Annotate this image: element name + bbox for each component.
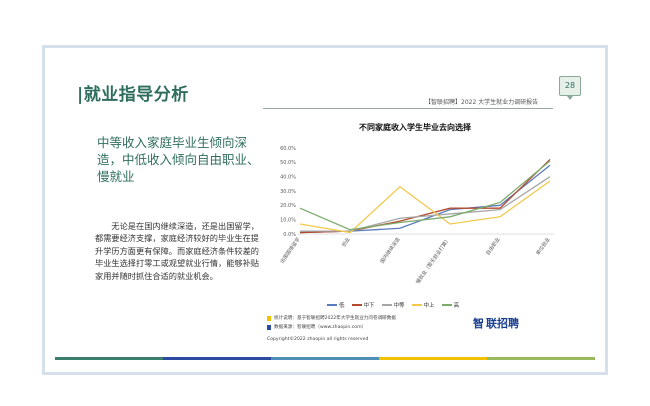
legend-label: 高 (453, 303, 460, 309)
legend-label: 中等 (393, 303, 405, 309)
header-divider (263, 108, 553, 109)
stripe-segment (55, 357, 163, 360)
line-chart: 60.0% 50.0% 40.0% 30.0% 20.0% 10.0% 0.0%出国国境留学… (279, 146, 554, 285)
legend-swatch (411, 304, 422, 306)
stripe-segment (379, 357, 487, 360)
headline: 中等收入家庭毕业生倾向深造，中低收入倾向自由职业、慢就业 (97, 135, 260, 184)
series-line-中上 (299, 180, 551, 234)
series-line-低 (299, 164, 551, 234)
note-text: 统计说明：基于智联招聘2022年大学生就业力问卷调研数据 (274, 316, 396, 321)
series-line-中下 (299, 159, 551, 234)
y-tick-label: 10.0% (280, 217, 296, 223)
x-tick-label: 创业 (340, 236, 351, 248)
legend-swatch (351, 304, 362, 306)
slide: |就业指导分析 【智联招聘】2022 大学生就业力调研报告 28 中等收入家庭毕… (45, 48, 605, 372)
chart-title: 不同家庭收入学生毕业去向选择 (359, 123, 471, 132)
legend-item: 低 (327, 301, 345, 309)
legend-swatch (381, 304, 392, 306)
x-tick-label: 单位就业 (534, 236, 551, 256)
legend-label: 中上 (423, 303, 435, 309)
legend-label: 中下 (363, 303, 375, 309)
chart-legend: 低 中下 中等 中上 高 (327, 301, 459, 309)
legend-label: 低 (339, 303, 345, 309)
slide-frame: |就业指导分析 【智联招聘】2022 大学生就业力调研报告 28 中等收入家庭毕… (42, 45, 608, 375)
bottom-color-stripe (55, 357, 595, 360)
logo-text: 联招聘 (486, 317, 519, 330)
page-number-badge: 28 (559, 76, 581, 100)
legend-item: 高 (441, 301, 460, 309)
y-tick-label: 60.0% (280, 146, 296, 152)
series-line-高 (299, 160, 551, 231)
note-marker-icon (267, 325, 271, 330)
report-title: 【智联招聘】2022 大学生就业力调研报告 (425, 99, 539, 106)
slide-title: |就业指导分析 (77, 85, 189, 105)
legend-item: 中上 (411, 301, 435, 309)
note-row: 统计说明：基于智联招聘2022年大学生就业力问卷调研数据 (267, 314, 396, 323)
legend-item: 中下 (351, 301, 375, 309)
zhaopin-logo: 智 联招聘 (473, 315, 519, 331)
y-tick-label: 30.0% (280, 189, 296, 195)
y-tick-label: 20.0% (280, 203, 296, 209)
copyright: Copyright©2022 zhaopin all rights reserv… (267, 337, 369, 342)
stripe-segment (271, 357, 379, 360)
y-tick-label: 50.0% (280, 160, 296, 166)
y-tick-label: 0.0% (283, 232, 296, 238)
chart-notes: 统计说明：基于智联招聘2022年大学生就业力问卷调研数据 数据来源：智联招聘（w… (267, 314, 396, 332)
x-tick-label: 自由职业 (484, 236, 501, 256)
y-tick-label: 40.0% (280, 174, 296, 180)
logo-mark-icon: 智 (473, 317, 484, 330)
note-marker-icon (267, 316, 271, 321)
series-line-中等 (300, 176, 551, 232)
stripe-segment (487, 357, 595, 360)
x-tick-label: 国内继续深造 (379, 236, 402, 265)
legend-swatch (327, 304, 337, 306)
x-tick-label: 慢就业（暂无就业打算） (414, 236, 451, 285)
note-text: 数据来源：智联招聘（www.zhaopin.com） (274, 325, 367, 330)
x-tick-label: 出国国境留学 (279, 236, 302, 265)
note-row: 数据来源：智联招聘（www.zhaopin.com） (267, 323, 396, 332)
body-text: 无论是在国内继续深造，还是出国留学，都需要经济支撑，家庭经济较好的毕业生在提升学… (95, 221, 259, 281)
legend-swatch (441, 304, 452, 306)
stripe-segment (163, 357, 271, 360)
legend-item: 中等 (381, 301, 405, 309)
